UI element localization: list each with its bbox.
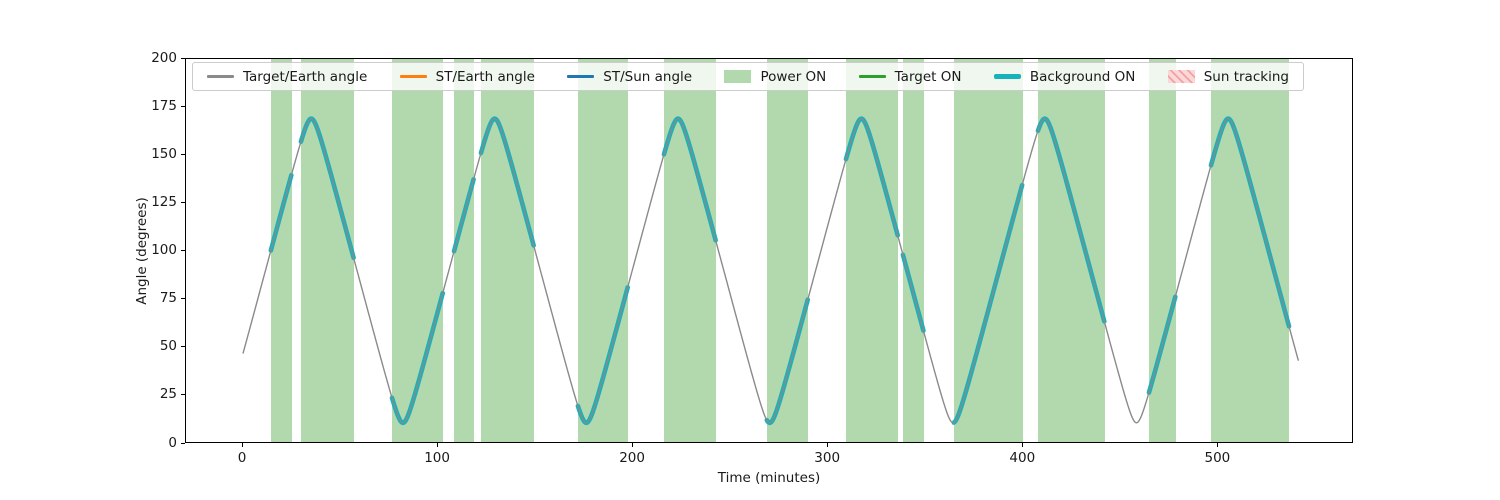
background-on-segment	[298, 116, 356, 261]
y-tick-label: 75	[159, 290, 177, 307]
background-on-segment	[661, 116, 718, 243]
legend-swatch-st-earth-angle	[399, 75, 427, 78]
x-tick-label: 200	[619, 450, 645, 466]
power-on-band	[270, 59, 292, 442]
legend-label-target-earth-angle: Target/Earth angle	[243, 68, 368, 85]
y-tick-label: 175	[151, 97, 177, 114]
x-axis-label: Time (minutes)	[717, 470, 821, 486]
curves-plot	[242, 116, 1300, 426]
legend-label-st-earth-angle: ST/Earth angle	[435, 68, 535, 85]
y-tick-label: 150	[151, 145, 177, 162]
background-on-segment	[478, 116, 536, 248]
y-axis-label: Angle (degrees)	[134, 196, 150, 305]
power-on-bands-layer	[186, 59, 1352, 442]
y-tick-mark	[181, 201, 185, 203]
y-tick-mark	[181, 57, 185, 59]
legend-swatch-background-on	[993, 74, 1021, 79]
x-tick-label: 300	[814, 450, 841, 466]
legend-label-background-on: Background ON	[1029, 68, 1136, 85]
legend-item-st-sun-angle: ST/Sun angle	[567, 69, 692, 85]
y-tick-label: 200	[151, 49, 177, 66]
y-tick-mark	[181, 105, 185, 107]
x-tick-mark	[826, 443, 828, 447]
legend-item-background-on: Background ON	[993, 68, 1136, 85]
legend-label-sun-tracking: Sun tracking	[1203, 68, 1289, 85]
x-tick-label: 500	[1204, 450, 1231, 466]
legend-swatch-sun-tracking	[1167, 70, 1195, 83]
background-on-segment	[843, 116, 900, 238]
x-tick-mark	[631, 443, 633, 447]
legend: Target/Earth angle ST/Earth angle ST/Sun a…	[192, 62, 1304, 91]
power-on-band	[903, 59, 925, 442]
background-on-segment	[764, 297, 811, 426]
x-tick-label: 100	[424, 450, 450, 466]
legend-item-power-on: Power ON	[724, 69, 826, 85]
y-tick-label: 25	[159, 386, 177, 403]
background-on-segment	[575, 285, 630, 426]
legend-swatch-power-on	[724, 70, 752, 83]
legend-label-target-on: Target ON	[894, 68, 962, 85]
legend-item-sun-tracking: Sun tracking	[1167, 68, 1289, 85]
y-tick-mark	[181, 250, 185, 251]
y-tick-mark	[181, 442, 185, 444]
y-tick-mark	[181, 394, 185, 396]
power-on-band	[846, 59, 898, 442]
y-tick-label: 100	[151, 242, 177, 258]
legend-swatch-target-on	[858, 75, 886, 78]
x-tick-label: 0	[237, 450, 247, 466]
y-tick-mark	[181, 346, 185, 348]
power-on-band	[454, 59, 474, 442]
y-tick-mark	[181, 298, 185, 300]
x-tick-mark	[241, 443, 243, 447]
target-earth-angle-curve	[242, 117, 1300, 424]
legend-label-power-on: Power ON	[760, 68, 827, 85]
background-on-segment	[1035, 116, 1107, 324]
x-tick-mark	[1021, 443, 1023, 447]
background-on-segment	[1208, 116, 1292, 329]
legend-label-st-sun-angle: ST/Sun angle	[603, 68, 693, 85]
x-tick-mark	[436, 443, 438, 447]
x-tick-mark	[1216, 443, 1218, 447]
y-tick-label: 50	[159, 338, 177, 355]
legend-item-st-earth-angle: ST/Earth angle	[399, 68, 535, 85]
y-tick-mark	[181, 153, 185, 155]
power-on-band	[953, 59, 1023, 442]
legend-item-target-earth-angle: Target/Earth angle	[207, 69, 367, 85]
background-on-segment	[389, 290, 446, 426]
y-tick-label: 125	[151, 193, 177, 210]
y-tick-label: 0	[168, 434, 177, 451]
x-tick-label: 400	[1009, 450, 1036, 466]
legend-item-target-on: Target ON	[858, 68, 962, 85]
plot-area	[185, 58, 1353, 443]
legend-swatch-st-sun-angle	[567, 75, 595, 78]
legend-swatch-target-earth-angle	[207, 75, 234, 78]
